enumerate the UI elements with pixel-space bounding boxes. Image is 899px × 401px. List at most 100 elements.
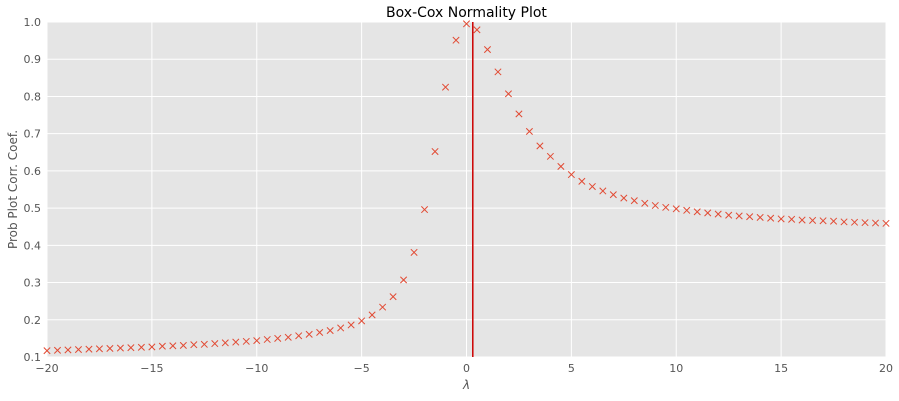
x-tick-label: −10: [245, 362, 268, 375]
y-tick-label: 0.5: [24, 202, 42, 215]
data-point-marker: [379, 303, 387, 311]
data-point-marker: [274, 334, 282, 342]
data-point-marker: [662, 203, 670, 211]
data-point-marker: [798, 216, 806, 224]
marker-stroke: [190, 341, 198, 349]
y-tick-label: 0.6: [24, 165, 42, 178]
data-point-marker: [158, 342, 166, 350]
data-point-marker: [211, 340, 219, 348]
data-point-marker: [557, 162, 565, 170]
y-tick-label: 0.7: [24, 128, 42, 141]
chart-title: Box-Cox Normality Plot: [386, 5, 547, 21]
marker-stroke: [95, 345, 103, 353]
marker-stroke: [494, 68, 502, 76]
marker-stroke: [525, 127, 533, 135]
data-point-marker: [179, 341, 187, 350]
marker-stroke: [284, 333, 292, 341]
marker-stroke: [735, 212, 743, 220]
data-point-marker: [337, 324, 345, 332]
data-point-marker: [819, 217, 827, 225]
data-point-marker: [567, 171, 575, 179]
marker-stroke: [347, 321, 355, 329]
marker-stroke: [515, 110, 523, 118]
marker-stroke: [452, 36, 460, 44]
data-point-marker: [525, 127, 533, 135]
marker-stroke: [326, 327, 334, 335]
data-point-marker: [756, 213, 764, 221]
data-point-marker: [95, 345, 103, 353]
marker-stroke: [725, 211, 733, 219]
marker-stroke: [809, 216, 817, 224]
data-point-marker: [704, 209, 712, 217]
data-point-marker: [148, 343, 156, 351]
marker-stroke: [504, 90, 513, 98]
data-point-marker: [882, 219, 890, 227]
marker-stroke: [116, 344, 124, 352]
marker-stroke: [630, 197, 638, 205]
data-point-marker: [683, 206, 691, 214]
data-point-marker: [672, 205, 680, 213]
marker-stroke: [777, 215, 785, 223]
marker-stroke: [337, 324, 345, 332]
grid-lines: [46, 21, 887, 358]
marker-stroke: [714, 210, 722, 218]
marker-stroke: [127, 344, 135, 352]
data-point-marker: [85, 345, 93, 353]
data-point-marker: [861, 219, 869, 227]
data-point-marker: [735, 212, 743, 220]
data-point-marker: [599, 187, 607, 195]
x-tick-label: 20: [879, 362, 893, 375]
data-point-marker: [190, 341, 198, 349]
marker-stroke: [441, 83, 450, 91]
data-point-marker: [494, 68, 502, 76]
data-point-marker: [242, 337, 250, 345]
x-tick-label: −5: [354, 362, 370, 375]
data-point-marker: [74, 346, 83, 354]
data-point-marker: [400, 276, 408, 284]
marker-stroke: [358, 317, 366, 325]
data-point-marker: [536, 142, 544, 150]
data-points: [43, 20, 890, 355]
marker-stroke: [557, 162, 565, 170]
data-point-marker: [641, 199, 649, 207]
marker-stroke: [221, 339, 229, 347]
marker-stroke: [861, 219, 869, 227]
data-point-marker: [53, 346, 62, 354]
data-point-marker: [127, 344, 135, 352]
x-tick-label: 10: [669, 362, 683, 375]
marker-stroke: [830, 217, 838, 225]
data-point-marker: [295, 332, 303, 340]
marker-stroke: [704, 209, 712, 217]
data-point-marker: [546, 152, 554, 160]
data-point-marker: [358, 317, 366, 325]
marker-stroke: [609, 191, 617, 199]
data-point-marker: [746, 213, 754, 221]
data-point-marker: [284, 333, 292, 341]
marker-stroke: [85, 345, 93, 353]
marker-stroke: [263, 335, 271, 344]
marker-stroke: [483, 45, 492, 54]
data-point-marker: [777, 215, 785, 223]
y-tick-label: 0.4: [24, 239, 42, 252]
data-point-marker: [714, 210, 722, 218]
marker-stroke: [158, 342, 166, 350]
marker-stroke: [641, 199, 649, 207]
data-point-marker: [850, 218, 859, 226]
marker-stroke: [672, 205, 680, 213]
data-point-marker: [725, 211, 733, 219]
marker-stroke: [683, 206, 691, 214]
data-point-marker: [420, 206, 429, 214]
data-point-marker: [106, 344, 114, 352]
data-point-marker: [473, 26, 481, 34]
data-point-marker: [630, 197, 638, 205]
marker-stroke: [232, 338, 240, 346]
y-tick-label: 0.3: [24, 277, 42, 290]
marker-stroke: [871, 219, 880, 227]
data-point-marker: [410, 248, 418, 256]
data-point-marker: [588, 182, 596, 191]
marker-stroke: [620, 194, 628, 202]
data-point-marker: [43, 347, 51, 355]
marker-stroke: [74, 346, 83, 354]
y-tick-label: 0.1: [24, 351, 42, 364]
